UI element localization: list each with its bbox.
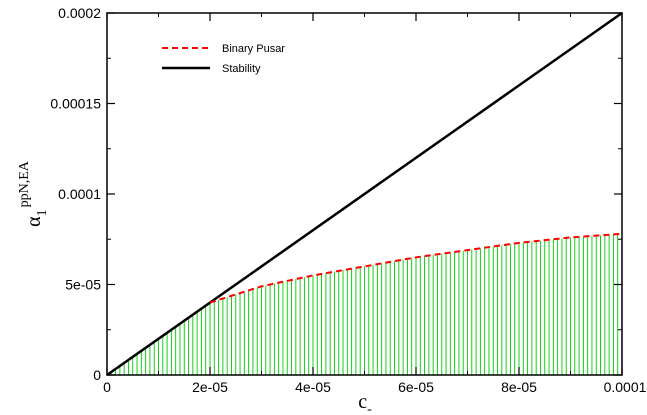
y-tick-label: 0.0002	[58, 5, 101, 21]
y-axis-title-sup: ppN,EA	[17, 160, 32, 207]
x-axis-title-base: c	[358, 391, 367, 413]
y-axis-title-base: α	[23, 216, 45, 227]
y-axis-ticks: 0 5e-05 0.0001 0.00015 0.0002	[50, 5, 622, 383]
y-tick-label: 0.00015	[50, 96, 101, 112]
legend-label-binary-pusar: Binary Pusar	[222, 43, 285, 55]
x-tick-label: 4e-05	[295, 379, 331, 395]
y-tick-label: 0.0001	[58, 186, 101, 202]
binary-pusar-line	[209, 232, 623, 304]
x-tick-label: 0	[103, 379, 111, 395]
x-tick-label: 0.0001	[604, 379, 647, 395]
x-tick-label: 8e-05	[501, 379, 537, 395]
legend: Binary Pusar Stability	[162, 43, 285, 75]
stability-line	[106, 11, 623, 377]
x-tick-label: 2e-05	[192, 379, 228, 395]
legend-label-stability: Stability	[222, 63, 261, 75]
y-tick-label: 5e-05	[65, 277, 101, 293]
y-tick-label: 0	[93, 367, 101, 383]
y-axis-title-sub: 1	[35, 209, 50, 216]
allowed-region-hatching	[110, 233, 623, 375]
x-tick-label: 6e-05	[398, 379, 434, 395]
x-axis-title: c-	[358, 391, 372, 415]
y-axis-title: α1ppN,EA	[17, 160, 50, 227]
x-axis-ticks: 0 2e-05 4e-05 6e-05 8e-05 0.0001	[103, 13, 647, 395]
x-axis-title-sub: -	[367, 402, 372, 415]
